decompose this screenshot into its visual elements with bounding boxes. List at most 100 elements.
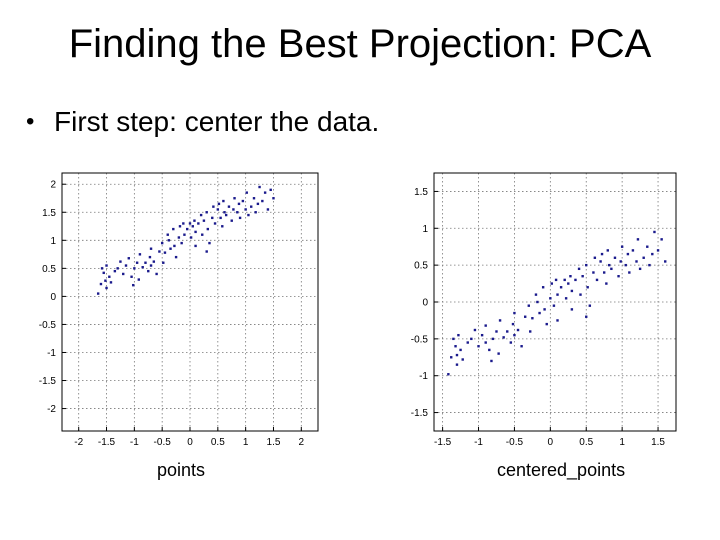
centered-data-point-61	[605, 282, 608, 285]
points-data-point-68	[233, 197, 236, 200]
points-data-point-20	[141, 266, 144, 269]
points-data-point-30	[163, 251, 167, 254]
centered-data-point-80	[653, 230, 656, 234]
points-data-point-54	[208, 241, 211, 245]
points-data-point-29	[162, 261, 165, 264]
centered-data-point-29	[529, 330, 532, 333]
points-data-point-32	[167, 239, 171, 242]
points-data-point-31	[166, 233, 169, 236]
centered-data-point-68	[620, 245, 624, 248]
centered-ytick-label-2: 0.5	[414, 261, 428, 272]
points-data-point-13	[127, 257, 130, 260]
points-data-point-48	[197, 222, 200, 225]
centered-data-point-64	[610, 267, 613, 271]
centered-xtick-label-0: -1.5	[434, 437, 452, 448]
centered-data-point-42	[559, 286, 563, 289]
points-ytick-label-3: 0.5	[42, 264, 56, 275]
points-data-point-67	[232, 208, 235, 211]
points-data-point-70	[237, 202, 241, 206]
points-data-point-52	[205, 211, 208, 214]
centered-data-point-3	[454, 345, 457, 348]
points-data-point-22	[147, 269, 150, 273]
points-data-point-7	[109, 281, 113, 284]
centered-data-point-82	[660, 238, 663, 241]
points-xtick-label-3: -0.5	[154, 437, 172, 448]
points-data-point-15	[132, 283, 135, 287]
points-data-point-21	[144, 261, 147, 264]
centered-data-point-16	[491, 337, 495, 341]
points-data-point-17	[135, 261, 139, 264]
points-data-point-39	[180, 241, 183, 245]
centered-data-point-12	[480, 333, 484, 337]
bullet-text: First step: center the data.	[54, 106, 380, 137]
centered-data-point-18	[497, 352, 500, 355]
centered-data-point-30	[531, 317, 534, 320]
points-data-point-14	[130, 275, 133, 278]
points-data-point-2	[100, 267, 104, 270]
slide-title: Finding the Best Projection: PCA	[68, 22, 652, 66]
points-data-point-44	[189, 236, 193, 239]
points-xtick-label-2: -1	[130, 437, 139, 448]
points-data-point-87	[149, 247, 153, 250]
points-xtick-label-1: -1.5	[98, 437, 116, 448]
points-data-point-3	[102, 271, 105, 275]
centered-data-point-79	[651, 252, 654, 256]
centered-data-point-66	[617, 275, 620, 278]
centered-data-point-39	[552, 304, 556, 307]
points-data-point-23	[148, 255, 152, 259]
points-data-point-49	[199, 213, 203, 217]
centered-data-point-13	[484, 324, 487, 327]
points-data-point-1	[99, 282, 103, 286]
points-ytick-label-2: 1	[50, 236, 56, 247]
centered-data-point-53	[586, 286, 589, 289]
points-data-point-12	[124, 264, 128, 267]
centered-ytick-label-4: -0.5	[411, 334, 429, 345]
points-data-point-9	[116, 267, 119, 270]
centered-data-point-49	[577, 267, 581, 271]
points-data-point-83	[266, 208, 270, 211]
points-data-point-37	[177, 236, 181, 239]
points-data-point-36	[174, 255, 178, 259]
centered-data-point-84	[455, 363, 459, 366]
points-data-point-71	[238, 216, 242, 220]
centered-data-point-78	[648, 263, 651, 267]
points-ytick-label-1: 1.5	[42, 208, 56, 219]
centered-data-point-63	[608, 263, 611, 267]
centered-ytick-label-1: 1	[422, 224, 428, 235]
points-data-point-43	[188, 222, 192, 225]
points-ytick-label-8: -2	[47, 404, 56, 415]
centered-data-point-15	[490, 359, 493, 363]
points-ytick-label-5: -0.5	[39, 320, 57, 331]
points-data-point-82	[263, 191, 267, 194]
centered-xtick-label-4: 0.5	[579, 437, 593, 448]
points-data-point-79	[256, 202, 260, 206]
points-xtick-label-0: -2	[74, 437, 83, 448]
centered-data-point-85	[513, 311, 516, 315]
points-xtick-label-7: 1.5	[267, 437, 281, 448]
centered-xtick-label-3: 0	[548, 437, 554, 448]
points-ytick-label-0: 2	[50, 180, 56, 191]
points-data-point-53	[206, 227, 210, 231]
centered-data-point-76	[642, 256, 645, 259]
centered-data-point-0	[447, 373, 450, 376]
centered-data-point-58	[599, 260, 602, 263]
points-data-point-65	[227, 205, 231, 208]
centered-data-point-83	[664, 260, 667, 263]
centered-data-point-57	[595, 278, 599, 282]
centered-data-point-25	[516, 328, 520, 332]
points-data-point-41	[183, 233, 186, 236]
points-data-point-47	[194, 230, 197, 234]
bullet-item: • First step: center the data.	[26, 104, 379, 140]
centered-data-point-35	[543, 308, 546, 311]
caption-centered-points: centered_points	[497, 460, 626, 480]
centered-data-point-75	[638, 267, 642, 271]
centered-data-point-11	[477, 345, 480, 348]
points-data-point-18	[137, 278, 140, 281]
points-ytick-label-4: 0	[50, 292, 56, 303]
points-data-point-62	[222, 199, 225, 203]
centered-data-point-26	[520, 345, 523, 348]
points-data-point-72	[241, 199, 245, 203]
centered-data-point-72	[631, 249, 635, 252]
centered-data-point-27	[523, 315, 527, 318]
centered-ytick-label-3: 0	[422, 298, 428, 309]
